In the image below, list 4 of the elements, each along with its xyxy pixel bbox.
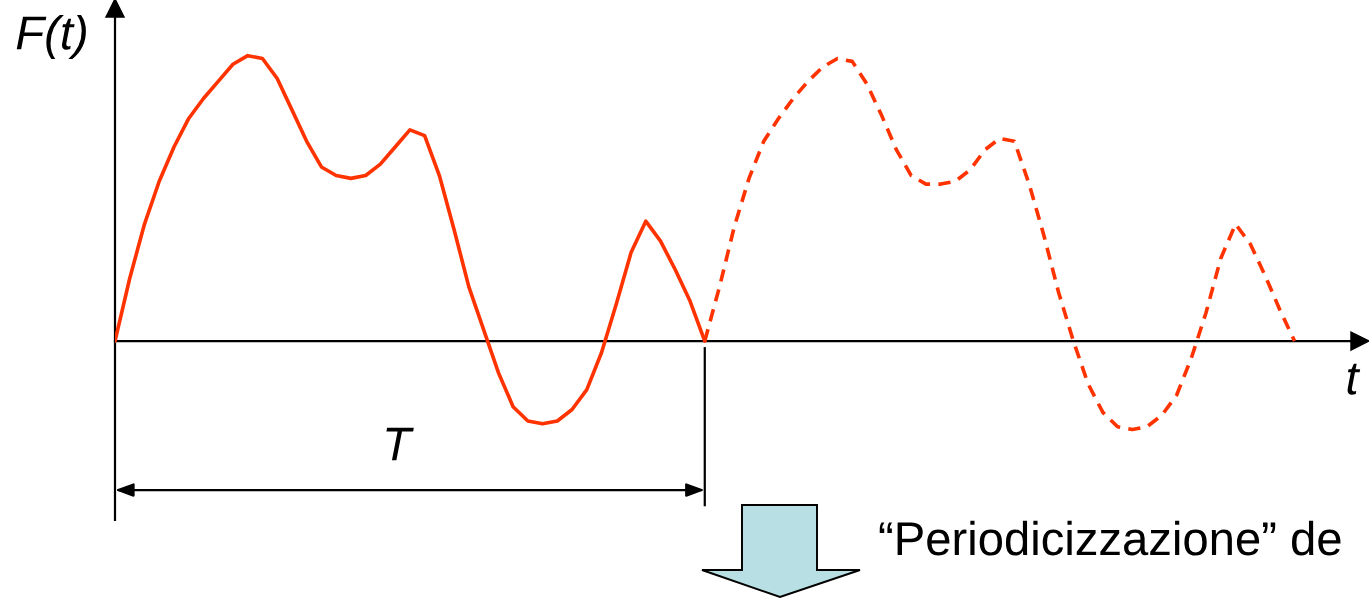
annotation: T (386, 427, 414, 461)
y-axis-title: F(t) (16, 14, 86, 59)
x-axis-title: t (1347, 363, 1361, 395)
text: “Periodicizzazione” de (879, 520, 1341, 556)
